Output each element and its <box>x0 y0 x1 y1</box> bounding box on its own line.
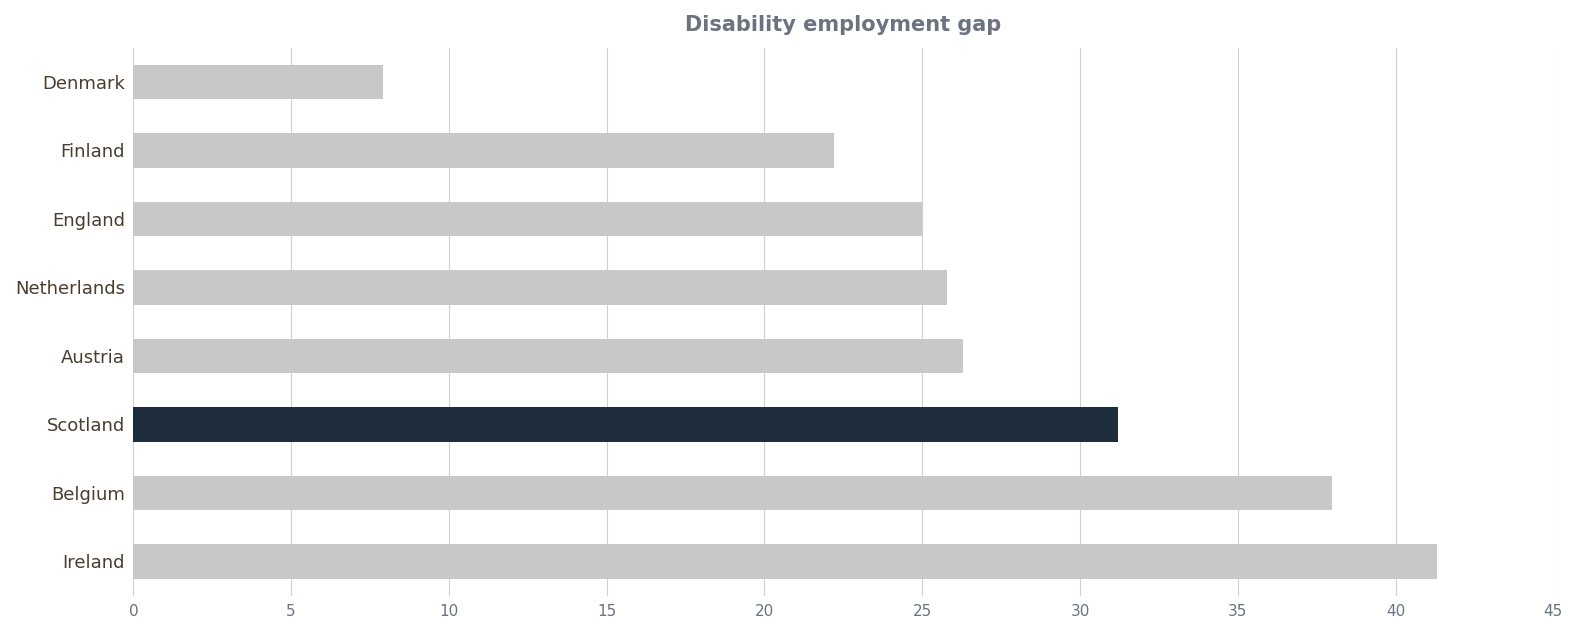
Bar <box>133 545 1436 579</box>
Title: Disability employment gap: Disability employment gap <box>685 15 1002 35</box>
Bar <box>133 339 963 373</box>
Bar <box>133 202 922 236</box>
Bar <box>133 407 1117 441</box>
Bar <box>133 476 1332 510</box>
Bar <box>133 270 947 304</box>
Bar <box>133 133 833 167</box>
Bar <box>133 65 382 99</box>
